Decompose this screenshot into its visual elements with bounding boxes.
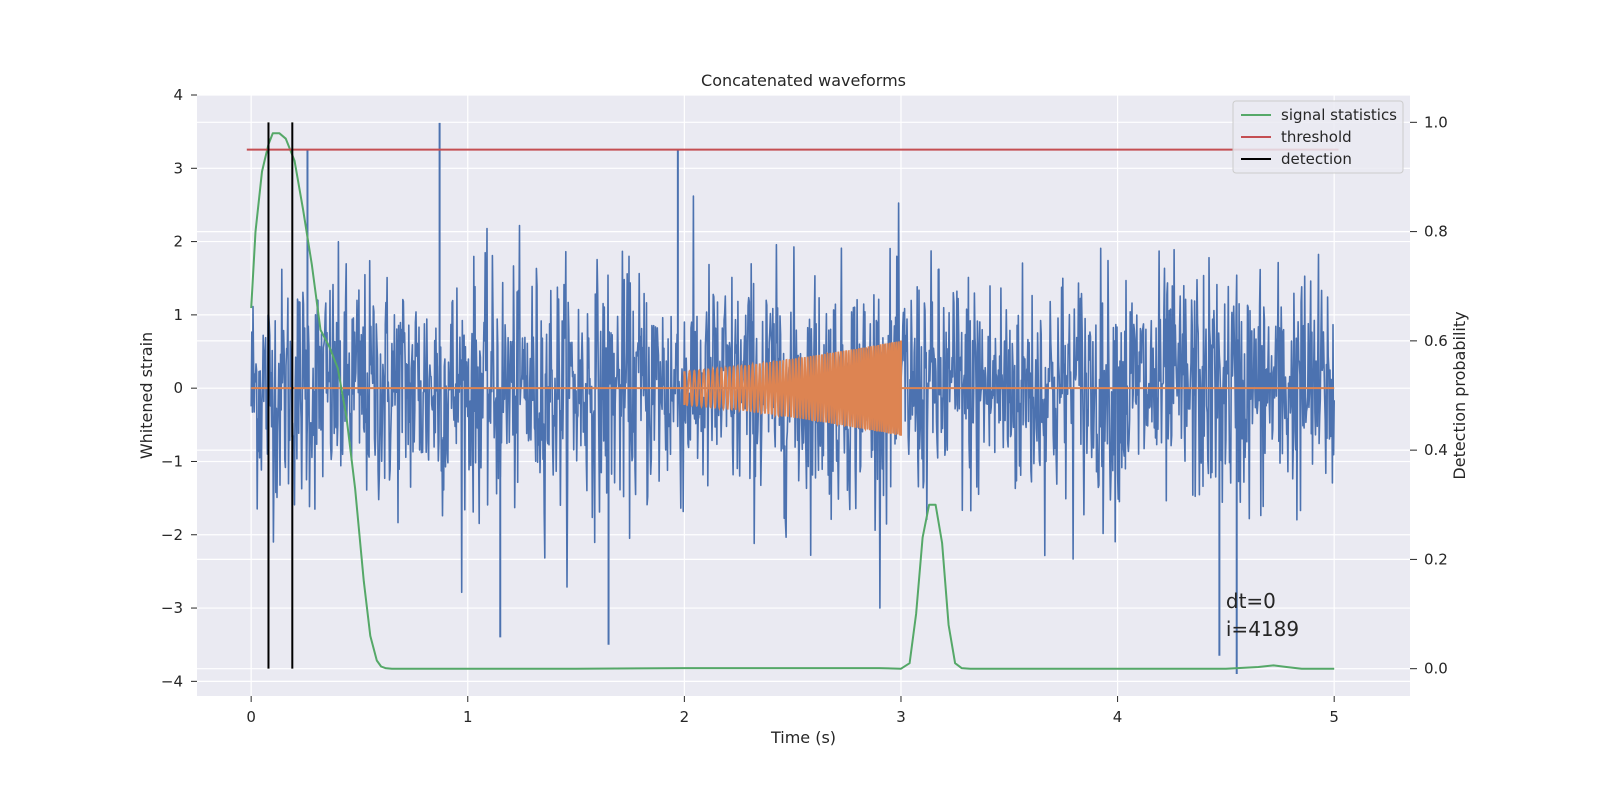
y-tick-label: −2 bbox=[161, 526, 183, 544]
x-tick-label: 1 bbox=[463, 708, 473, 726]
y-tick-label: −1 bbox=[161, 452, 183, 470]
annotation-text: i=4189 bbox=[1226, 617, 1299, 641]
y2-tick-label: 0.0 bbox=[1424, 660, 1448, 678]
y-tick-label: 2 bbox=[173, 233, 183, 251]
annotation-text: dt=0 bbox=[1226, 589, 1276, 613]
chart-title: Concatenated waveforms bbox=[701, 71, 906, 90]
legend-entry-threshold: threshold bbox=[1281, 128, 1352, 146]
y-tick-label: 1 bbox=[173, 306, 183, 324]
y2-tick-label: 0.8 bbox=[1424, 223, 1448, 241]
y-tick-label: −4 bbox=[161, 672, 183, 690]
legend-entry-detection: detection bbox=[1281, 150, 1352, 168]
y-axis-label: Whitened strain bbox=[137, 332, 156, 459]
y2-tick-label: 0.2 bbox=[1424, 550, 1448, 568]
y2-tick-label: 0.4 bbox=[1424, 441, 1448, 459]
y-tick-label: 0 bbox=[173, 379, 183, 397]
y-tick-label: 3 bbox=[173, 159, 183, 177]
axes: 0 1 2 3 4 5 −4 −3 −2 −1 0 1 2 3 4 0.0 0.2 0.4 0.6 0.8 1.0 bbox=[161, 86, 1448, 726]
y2-tick-label: 1.0 bbox=[1424, 113, 1448, 131]
signal-statistics-line bbox=[250, 132, 1335, 670]
legend-box bbox=[1232, 100, 1404, 174]
y2-axis-label: Detection probability bbox=[1450, 311, 1469, 479]
x-tick-label: 0 bbox=[246, 708, 256, 726]
x-tick-label: 5 bbox=[1329, 708, 1339, 726]
x-tick-label: 4 bbox=[1113, 708, 1123, 726]
x-axis-label: Time (s) bbox=[770, 728, 836, 747]
y-tick-label: 4 bbox=[173, 86, 183, 104]
legend-entry-signal-statistics: signal statistics bbox=[1281, 106, 1397, 124]
y2-tick-label: 0.6 bbox=[1424, 332, 1448, 350]
annotations: dt=0 i=4189 bbox=[1226, 589, 1299, 641]
x-tick-label: 3 bbox=[896, 708, 906, 726]
legend: signal statistics threshold detection bbox=[1232, 100, 1404, 174]
x-tick-label: 2 bbox=[680, 708, 690, 726]
chirp-waveform-line bbox=[683, 340, 902, 436]
y-tick-label: −3 bbox=[161, 599, 183, 617]
plot-area bbox=[246, 122, 1339, 675]
